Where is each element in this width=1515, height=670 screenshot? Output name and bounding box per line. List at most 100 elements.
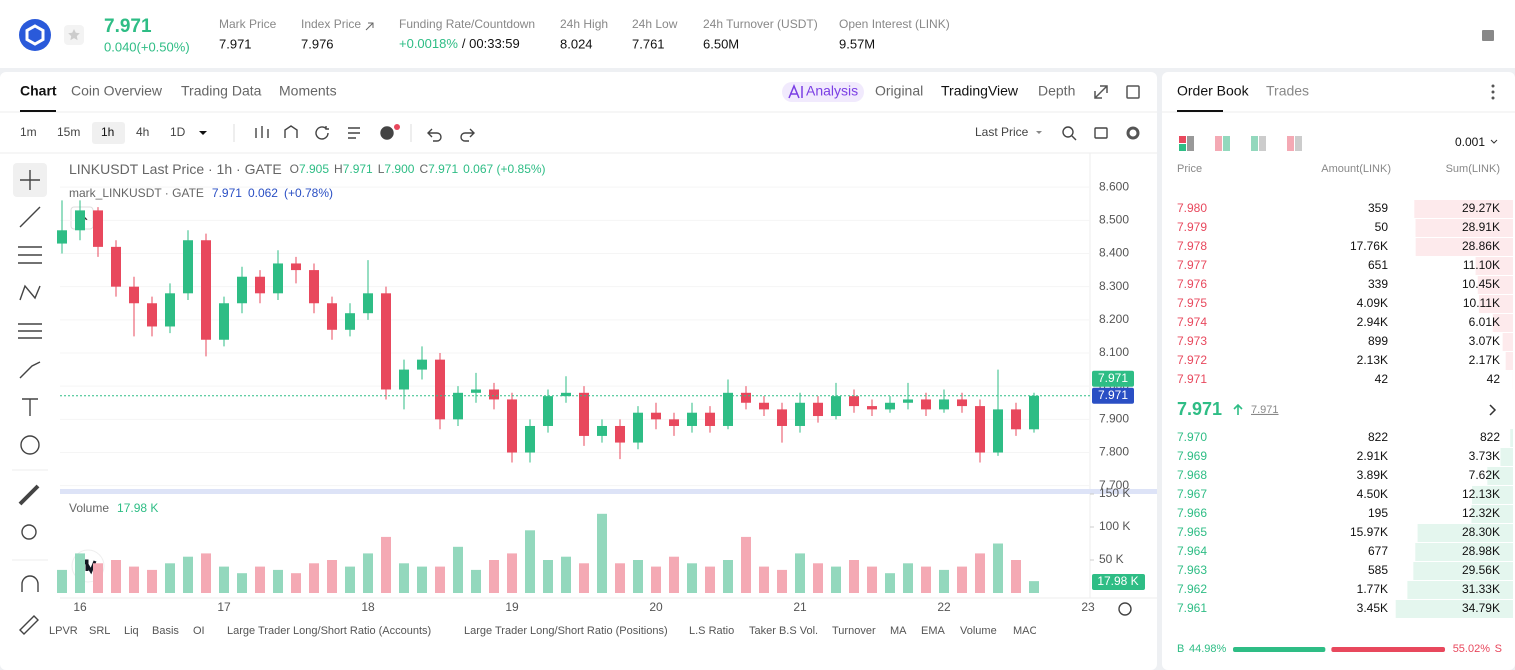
candle-body xyxy=(759,402,769,410)
more-menu[interactable] xyxy=(1491,84,1495,100)
ob-tab[interactable]: Trades xyxy=(1266,83,1309,99)
ob-price[interactable]: 7.968 xyxy=(1177,468,1207,482)
depth-bar xyxy=(1487,467,1513,485)
expand-icon[interactable] xyxy=(1094,85,1108,99)
chart-tab[interactable]: Chart xyxy=(20,83,57,99)
dropdown-caret[interactable] xyxy=(1490,139,1498,144)
projection-tool[interactable] xyxy=(18,323,42,339)
mode-icon[interactable] xyxy=(1287,136,1294,151)
chart-tab[interactable]: Moments xyxy=(279,83,337,99)
ob-price[interactable]: 7.976 xyxy=(1177,277,1207,291)
ob-price[interactable]: 7.979 xyxy=(1177,220,1207,234)
volume-tick-label: 100 K xyxy=(1099,519,1130,533)
x-tick-label: 20 xyxy=(649,600,663,614)
ob-price[interactable]: 7.970 xyxy=(1177,430,1207,444)
view-tab[interactable]: TradingView xyxy=(941,83,1019,99)
precision[interactable]: 0.001 xyxy=(1455,135,1485,149)
ob-price[interactable]: 7.980 xyxy=(1177,201,1207,215)
ob-price[interactable]: 7.974 xyxy=(1177,315,1207,329)
indicator-tab[interactable]: Basis xyxy=(152,625,179,637)
indicator-tab[interactable]: MA xyxy=(890,625,907,637)
candle-body xyxy=(255,276,265,294)
mode-icon[interactable] xyxy=(1251,136,1258,151)
ob-tab[interactable]: Order Book xyxy=(1177,83,1250,99)
ob-price[interactable]: 7.975 xyxy=(1177,296,1207,310)
indicator-tab[interactable]: LPVR xyxy=(49,625,78,637)
indicator-tab[interactable]: L.S Ratio xyxy=(689,625,734,637)
candle-type-icon[interactable] xyxy=(255,126,269,138)
last-price-tag-bg xyxy=(1092,370,1134,387)
view-tab[interactable]: Analysis xyxy=(806,83,858,99)
ob-price[interactable]: 7.973 xyxy=(1177,334,1207,348)
price-source[interactable]: Last Price xyxy=(975,125,1029,139)
stat-value: 8.024 xyxy=(560,36,593,51)
text-tool[interactable] xyxy=(22,398,38,416)
magnet-tool[interactable] xyxy=(21,575,39,592)
stat-label: 24h High xyxy=(560,17,608,31)
ob-price[interactable]: 7.961 xyxy=(1177,601,1207,615)
zoom-tool[interactable] xyxy=(21,524,37,540)
ob-price[interactable]: 7.969 xyxy=(1177,449,1207,463)
search-icon[interactable] xyxy=(1062,126,1074,138)
template-icon[interactable] xyxy=(348,127,360,139)
interval[interactable]: 15m xyxy=(57,125,80,139)
settings-icon[interactable] xyxy=(1118,602,1132,616)
crosshair-tool[interactable] xyxy=(20,170,40,190)
lock-tool[interactable] xyxy=(19,615,39,635)
interval[interactable]: 4h xyxy=(136,125,149,139)
brush-tool[interactable] xyxy=(19,361,41,379)
trend-line-tool[interactable] xyxy=(19,206,41,228)
interval[interactable]: 1h xyxy=(101,125,114,139)
dropdown-caret xyxy=(199,131,207,135)
candle-body xyxy=(57,230,67,244)
indicator-tab[interactable]: Volume xyxy=(960,625,997,637)
buy-label: B xyxy=(1177,643,1184,655)
indicator-tab[interactable]: Large Trader Long/Short Ratio (Positions… xyxy=(464,625,668,637)
settings-icon[interactable] xyxy=(1126,126,1140,140)
interval[interactable]: 1D xyxy=(170,125,186,139)
ob-price[interactable]: 7.965 xyxy=(1177,525,1207,539)
replay-icon[interactable] xyxy=(315,126,329,140)
undo-icon[interactable] xyxy=(427,128,442,142)
indicator-tab[interactable]: OI xyxy=(193,625,205,637)
indicator-tab[interactable]: SRL xyxy=(89,625,110,637)
ob-price[interactable]: 7.977 xyxy=(1177,258,1207,272)
redo-icon[interactable] xyxy=(460,128,475,142)
chevron-right[interactable] xyxy=(1489,404,1497,416)
indicator-tab[interactable]: Taker B.S Vol. xyxy=(749,625,818,637)
ob-price[interactable]: 7.963 xyxy=(1177,563,1207,577)
ob-price[interactable]: 7.962 xyxy=(1177,582,1207,596)
star-icon xyxy=(68,29,80,41)
emoji-tool[interactable] xyxy=(20,435,40,455)
indicator-tab[interactable]: Large Trader Long/Short Ratio (Accounts) xyxy=(227,625,431,637)
indicator-tab[interactable]: Turnover xyxy=(832,625,876,637)
price-change: 0.040(+0.50%) xyxy=(104,39,190,54)
measure-tool[interactable] xyxy=(18,484,40,506)
add-icon[interactable] xyxy=(380,126,394,140)
indicator-tab[interactable]: EMA xyxy=(921,625,946,637)
dropdown-caret xyxy=(1036,131,1042,134)
indicator-icon[interactable] xyxy=(284,125,298,138)
chart-tab[interactable]: Coin Overview xyxy=(71,83,163,99)
ai-icon xyxy=(788,84,803,99)
ob-price[interactable]: 7.966 xyxy=(1177,506,1207,520)
ob-price[interactable]: 7.967 xyxy=(1177,487,1207,501)
view-tab[interactable]: Original xyxy=(875,83,923,99)
camera-icon[interactable] xyxy=(1094,127,1108,139)
indicator-tab[interactable]: Liq xyxy=(124,625,139,637)
ob-price[interactable]: 7.964 xyxy=(1177,544,1207,558)
mode-icon[interactable] xyxy=(1179,136,1186,143)
info-icon[interactable] xyxy=(1482,30,1494,41)
mark-pct: (+0.78%) xyxy=(284,186,333,200)
volume-bar xyxy=(417,566,427,593)
ob-price[interactable]: 7.971 xyxy=(1177,372,1207,386)
interval[interactable]: 1m xyxy=(20,125,37,139)
ob-price[interactable]: 7.972 xyxy=(1177,353,1207,367)
pattern-tool[interactable] xyxy=(19,284,41,301)
mode-icon[interactable] xyxy=(1215,136,1222,151)
layout-icon[interactable] xyxy=(1126,85,1140,99)
ob-price[interactable]: 7.978 xyxy=(1177,239,1207,253)
chart-tab[interactable]: Trading Data xyxy=(181,83,262,99)
view-tab[interactable]: Depth xyxy=(1038,83,1075,99)
fib-tool[interactable] xyxy=(18,246,42,264)
